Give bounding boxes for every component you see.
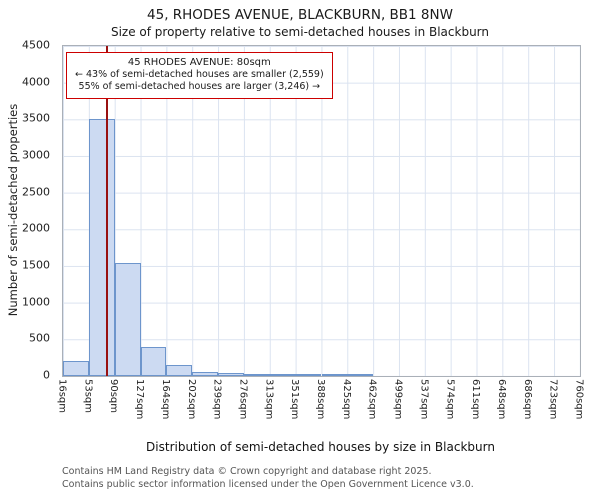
annotation-line-2: ← 43% of semi-detached houses are smalle… [75, 69, 324, 80]
x-tick-label: 760sqm [573, 379, 585, 420]
plot-area: 45 RHODES AVENUE: 80sqm ← 43% of semi-de… [62, 45, 581, 377]
x-tick-label: 499sqm [392, 379, 404, 420]
bar-239sqm [218, 373, 244, 376]
x-tick-label: 425sqm [340, 379, 352, 420]
bar-202sqm [192, 371, 219, 376]
bar-164sqm [166, 365, 193, 376]
x-tick-label: 537sqm [418, 379, 430, 420]
bar-276sqm [243, 374, 270, 376]
x-tick-label: 53sqm [82, 379, 94, 414]
y-tick-label: 0 [43, 368, 50, 382]
chart-subtitle: Size of property relative to semi-detach… [110, 25, 490, 39]
y-tick-label: 2000 [22, 221, 50, 235]
bar-53sqm [88, 119, 115, 376]
x-tick-label: 202sqm [185, 379, 197, 420]
x-tick-label: 723sqm [547, 379, 559, 420]
x-tick-label: 686sqm [521, 379, 533, 420]
bar-127sqm [140, 347, 167, 376]
footer: Contains HM Land Registry data © Crown c… [62, 465, 474, 492]
x-tick-label: 276sqm [237, 379, 249, 420]
x-tick-label: 164sqm [159, 379, 171, 420]
x-tick-label: 611sqm [470, 379, 482, 420]
footer-line-1: Contains HM Land Registry data © Crown c… [62, 466, 432, 477]
marker-line [106, 46, 109, 376]
y-tick-label: 500 [29, 331, 50, 345]
bar-388sqm [321, 374, 348, 376]
x-tick-label: 388sqm [315, 379, 326, 420]
y-tick-label: 2500 [22, 185, 50, 199]
bar-313sqm [269, 374, 296, 376]
bar-425sqm [347, 374, 374, 376]
y-tick-label: 1000 [22, 295, 50, 309]
annotation-line-1: 45 RHODES AVENUE: 80sqm [127, 57, 271, 68]
x-tick-label: 462sqm [366, 379, 378, 420]
bar-16sqm [63, 361, 89, 376]
y-tick-label: 4500 [22, 38, 50, 52]
x-tick-label: 648sqm [495, 379, 507, 420]
x-tick-label: 90sqm [108, 379, 120, 414]
x-tick-label: 351sqm [289, 379, 301, 420]
x-tick-label: 239sqm [211, 379, 223, 420]
y-tick-label: 3000 [22, 148, 50, 162]
y-axis-ticks: 0 500 1000 1500 2000 2500 3000 3500 4000 4500 [0, 39, 58, 382]
footer-line-2: Contains public sector information licen… [62, 479, 474, 491]
x-tick-label: 16sqm [56, 379, 68, 414]
x-axis-ticks: 16sqm 53sqm 90sqm 127sqm 164sqm 202sqm 239sqm 2… [56, 377, 585, 437]
y-tick-label: 4000 [22, 75, 50, 89]
y-tick-label: 1500 [22, 258, 50, 272]
bar-90sqm [114, 263, 141, 376]
annotation-box: 45 RHODES AVENUE: 80sqm ← 43% of semi-de… [66, 52, 333, 99]
x-tick-label: 127sqm [134, 379, 146, 420]
chart-title: 45, RHODES AVENUE, BLACKBURN, BB1 8NW [147, 7, 453, 23]
bar-351sqm [295, 374, 322, 376]
x-tick-label: 574sqm [444, 379, 456, 420]
x-axis-label: Distribution of semi-detached houses by … [146, 440, 495, 454]
annotation-line-3: 55% of semi-detached houses are larger (… [78, 81, 321, 93]
x-tick-label: 313sqm [263, 379, 275, 420]
y-tick-label: 3500 [22, 111, 50, 125]
